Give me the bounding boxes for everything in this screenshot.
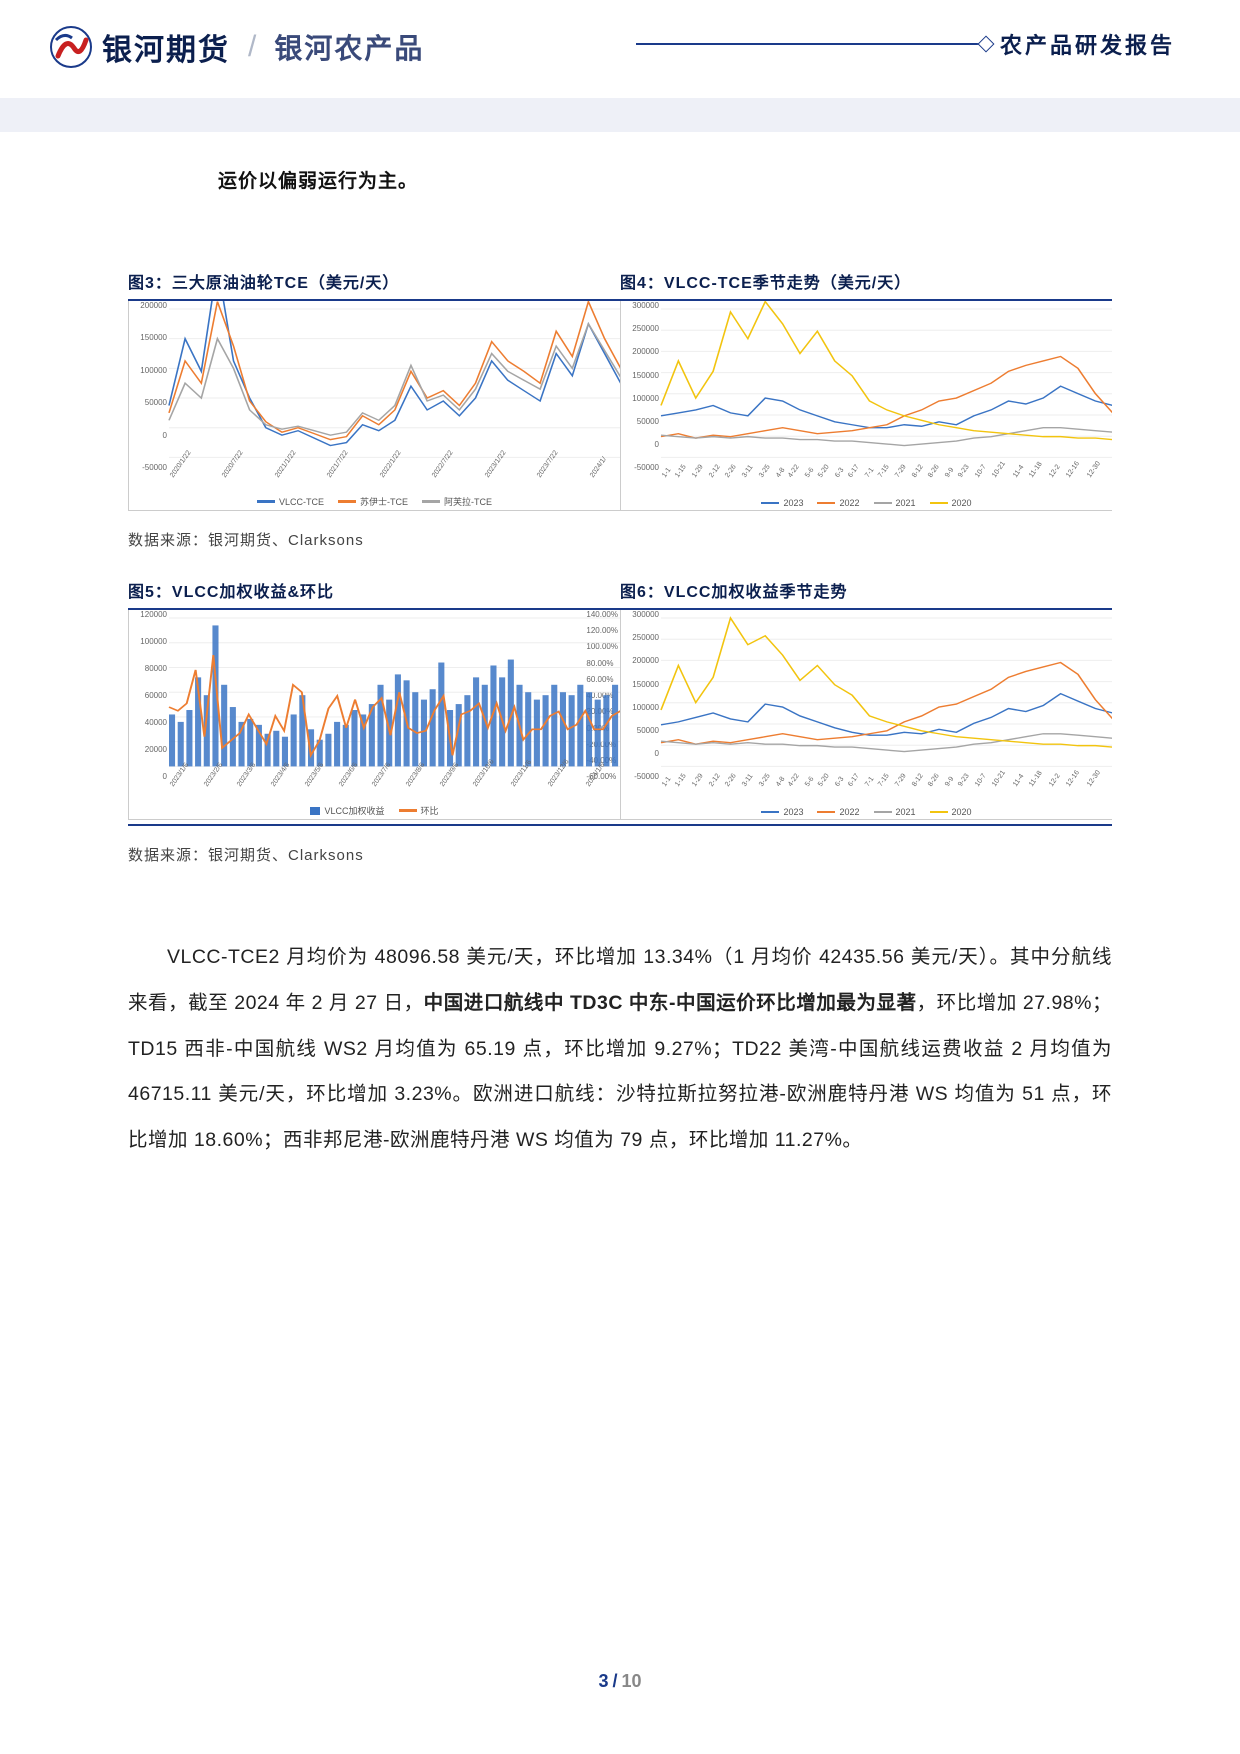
chart-row-2: 图5：VLCC加权收益&环比 1200001000008000060000400… [128, 578, 1112, 820]
page-number: 3/10 [0, 1671, 1240, 1692]
header-banner [0, 98, 1240, 132]
row-divider [128, 824, 1112, 826]
chart-4-plot: 300000250000200000150000100000500000-500… [620, 301, 1112, 511]
body-p1b: ，环比增加 27.98%；TD15 西非-中国航线 WS2 月均值为 65.19… [128, 992, 1112, 1151]
chart-3: 图3：三大原油油轮TCE（美元/天） 200000150000100000500… [128, 269, 620, 511]
page-current: 3 [598, 1671, 608, 1691]
brand-sub: 银河农产品 [274, 27, 424, 67]
brand-slash: / [248, 30, 256, 64]
chart-6: 图6：VLCC加权收益季节走势 300000250000200000150000… [620, 578, 1112, 820]
chart-4: 图4：VLCC-TCE季节走势（美元/天） 300000250000200000… [620, 269, 1112, 511]
chart-6-plot: 300000250000200000150000100000500000-500… [620, 610, 1112, 820]
body-paragraph: VLCC-TCE2 月均价为 48096.58 美元/天，环比增加 13.34%… [128, 935, 1112, 1164]
source-1: 数据来源：银河期货、Clarksons [128, 529, 1112, 550]
logo-icon [50, 26, 92, 68]
chart-row-1: 图3：三大原油油轮TCE（美元/天） 200000150000100000500… [128, 269, 1112, 511]
header-right: 农产品研发报告 [636, 28, 1175, 60]
chart-5: 图5：VLCC加权收益&环比 1200001000008000060000400… [128, 578, 620, 820]
chart-4-title: 图4：VLCC-TCE季节走势（美元/天） [620, 269, 1112, 301]
page-total: 10 [622, 1671, 642, 1691]
report-category: 农产品研发报告 [1000, 28, 1175, 60]
intro-heading: 运价以偏弱运行为主。 [218, 166, 1112, 193]
source-2: 数据来源：银河期货、Clarksons [128, 844, 1112, 865]
body-bold: 中国进口航线中 TD3C 中东-中国运价环比增加最为显著 [424, 992, 917, 1014]
header-rule [636, 43, 986, 45]
brand-main: 银河期货 [102, 25, 230, 69]
chart-3-title: 图3：三大原油油轮TCE（美元/天） [128, 269, 620, 301]
chart-6-title: 图6：VLCC加权收益季节走势 [620, 578, 1112, 610]
chart-5-plot: 120000100000800006000040000200000140.00%… [128, 610, 620, 820]
chart-5-title: 图5：VLCC加权收益&环比 [128, 578, 620, 610]
page-header: 银河期货 / 银河农产品 农产品研发报告 [0, 0, 1240, 80]
chart-3-plot: 200000150000100000500000-500002020/1/222… [128, 301, 620, 511]
